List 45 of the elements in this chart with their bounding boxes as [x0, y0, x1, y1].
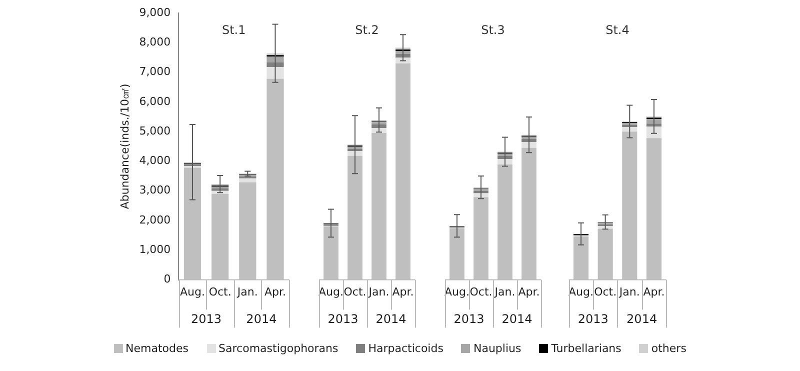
x-tick-label: Aug. [180, 285, 205, 298]
legend-label: Sarcomastigophorans [218, 342, 338, 355]
legend-label: Turbellarians [550, 342, 622, 355]
legend-label: Nematodes [124, 342, 189, 355]
text: St.2 [355, 23, 379, 38]
x-tick-label: Oct. [594, 285, 617, 298]
text: 2013 [578, 312, 608, 326]
text: 2014 [626, 312, 658, 326]
x-tick-label: Aug. [568, 285, 594, 298]
y-tick-label: 9,000 [139, 6, 171, 19]
y-axis-title: Abundance(inds./10㎠) [118, 84, 132, 210]
x-tick-label: Jan. [236, 285, 258, 298]
y-tick-label: 6,000 [139, 94, 171, 108]
y-tick-label: 8,000 [139, 36, 171, 49]
text: St.3 [481, 23, 505, 38]
legend-label: Nauplius [472, 342, 522, 355]
text: 2014 [376, 312, 406, 326]
x-tick-label: Jan. [618, 285, 640, 298]
x-tick-label: Apr. [392, 285, 414, 298]
x-tick-label: Jan. [368, 285, 390, 298]
text: 2013 [454, 312, 484, 326]
y-tick-label: 7,000 [139, 65, 171, 78]
y-tick-label: 3,000 [139, 184, 171, 197]
text: St.1 [222, 23, 246, 38]
x-tick-label: Oct. [344, 285, 366, 298]
x-tick-label: Apr. [643, 285, 665, 298]
x-tick-label: Oct. [208, 285, 232, 298]
x-tick-label: Aug. [444, 285, 470, 298]
legend-label: others [650, 342, 686, 355]
x-tick-label: Apr. [264, 285, 286, 298]
text: 2014 [502, 312, 532, 326]
y-tick-label: 5,000 [139, 124, 171, 138]
text: 2014 [246, 312, 277, 326]
x-tick-label: Aug. [318, 285, 344, 298]
legend-label: Harpacticoids [367, 342, 444, 355]
y-tick-label: 0 [164, 272, 171, 286]
x-tick-label: Oct. [470, 285, 492, 298]
text: St.4 [606, 23, 630, 38]
text: 2013 [191, 312, 222, 326]
y-tick-label: 2,000 [139, 213, 171, 226]
text: 2013 [328, 312, 358, 326]
x-tick-label: Apr. [518, 285, 540, 298]
x-tick-label: Jan. [494, 285, 516, 298]
y-tick-label: 4,000 [139, 154, 171, 168]
y-tick-label: 1,000 [139, 243, 171, 256]
